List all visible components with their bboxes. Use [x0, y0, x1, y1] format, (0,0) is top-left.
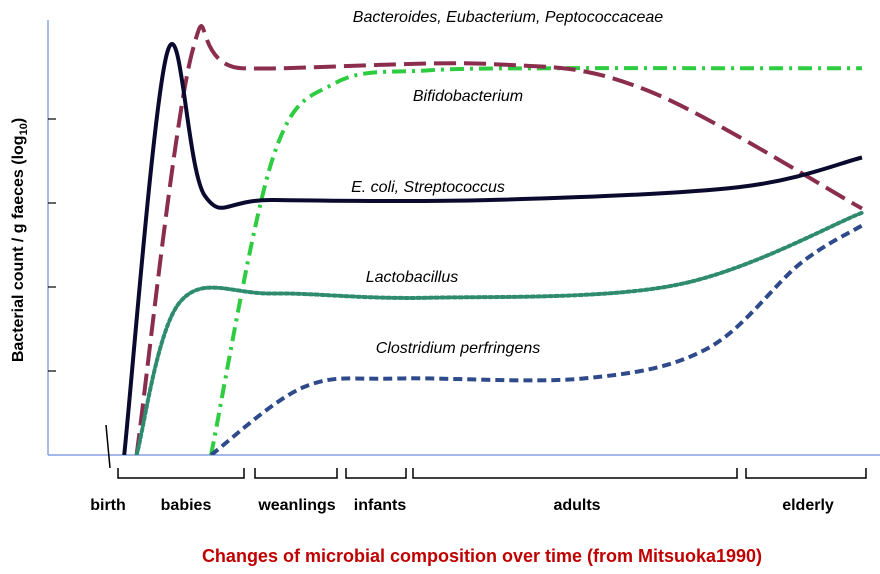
- x-stages: birth babies weanlings infants adults elderly: [90, 424, 867, 514]
- series-line: [209, 223, 864, 455]
- series-lines: [122, 24, 864, 455]
- y-axis-label-close: ): [10, 118, 27, 123]
- stage-label: weanlings: [257, 497, 335, 514]
- stage-label: infants: [354, 497, 407, 514]
- stage-label: adults: [553, 497, 600, 514]
- stage-bracket: [345, 468, 407, 479]
- birth-marker: [105, 424, 111, 469]
- series-line: [134, 210, 864, 455]
- series-label: Bifidobacterium: [413, 88, 523, 105]
- stage-label: babies: [161, 497, 212, 514]
- series-line: [209, 66, 862, 455]
- stage-bracket: [117, 468, 245, 479]
- series-label: E. coli, Streptococcus: [351, 179, 505, 196]
- y-axis-label-text: Bacterial count / g faeces (log: [10, 135, 27, 362]
- series-label: Lactobacillus: [366, 269, 459, 286]
- stage-bracket: [745, 468, 867, 479]
- stage-bracket: [254, 468, 338, 479]
- y-axis-label-sub: 10: [18, 123, 30, 135]
- y-axis-label: Bacterial count / g faeces (log10): [10, 118, 30, 362]
- series-labels: Bacteroides, Eubacterium, Peptococcaceae…: [351, 9, 663, 357]
- series-label: Bacteroides, Eubacterium, Peptococcaceae: [353, 9, 664, 26]
- axes: [47, 20, 880, 456]
- chart-caption: Changes of microbial composition over ti…: [202, 546, 762, 566]
- stage-bracket: [412, 468, 738, 479]
- series-line: [122, 42, 863, 455]
- stage-label: elderly: [782, 497, 834, 514]
- stage-label: birth: [90, 497, 126, 514]
- series-line: [134, 24, 863, 455]
- series-label: Clostridium perfringens: [376, 340, 541, 357]
